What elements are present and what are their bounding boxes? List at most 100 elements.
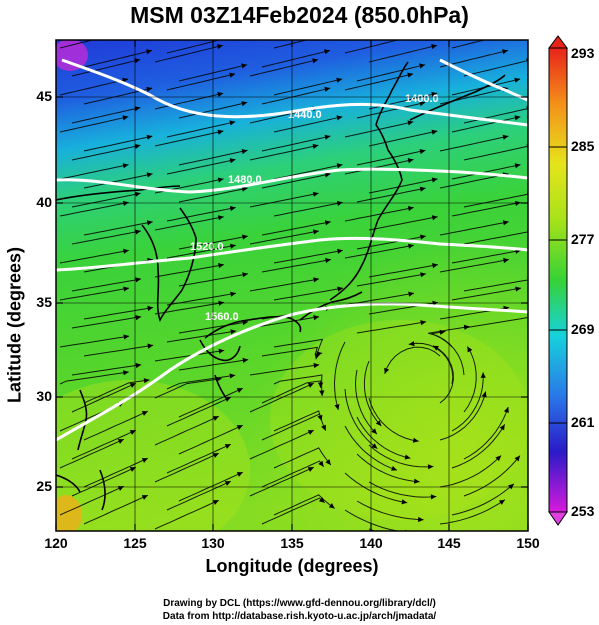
streamline [344, 244, 414, 259]
streamline [154, 92, 224, 110]
streamline-arrowhead [324, 49, 330, 55]
streamline-arrowhead [218, 348, 225, 354]
streamline-arrowhead [325, 257, 331, 264]
streamline-arrowhead [143, 378, 150, 384]
streamline [261, 346, 323, 357]
streamline [344, 472, 408, 504]
streamline [273, 338, 324, 360]
streamline-arrowhead [463, 324, 470, 330]
streamline-arrowhead [217, 91, 224, 97]
streamline-arrowhead [312, 58, 318, 64]
y-axis-label-wrap: Latitude (degrees) [3, 210, 27, 440]
colorbar-tick-label: 285 [571, 138, 595, 154]
streamline-arrowhead [212, 453, 219, 458]
streamline [166, 73, 236, 91]
streamline-arrowhead [141, 458, 148, 463]
streamline-arrowhead [337, 286, 343, 292]
streamline [439, 221, 509, 236]
streamline [83, 173, 153, 189]
streamline-arrowhead [307, 467, 314, 472]
streamline [59, 485, 125, 516]
contour-label-1520: 1520.0 [190, 241, 224, 253]
streamline-arrowhead [419, 186, 426, 192]
contour-label-1480: 1480.0 [228, 174, 262, 186]
streamline [273, 78, 343, 96]
streamline [154, 415, 220, 446]
streamline-arrowhead [123, 248, 129, 254]
streamline [368, 130, 438, 147]
streamline [178, 387, 244, 418]
streamline [71, 278, 142, 292]
x-tick-label: 135 [280, 535, 304, 551]
streamline-arrowhead [514, 115, 521, 121]
streamline [384, 346, 441, 374]
streamline-arrowhead [404, 454, 411, 460]
streamline-arrowhead [217, 129, 224, 135]
streamline-arrowhead [514, 163, 521, 169]
streamline [249, 278, 320, 292]
streamline-arrowhead [481, 391, 487, 398]
streamline-arrowhead [146, 134, 153, 140]
colorbar-top-arrow [548, 35, 568, 49]
streamline [166, 374, 236, 390]
streamline-arrowhead [122, 77, 129, 83]
streamline [432, 345, 454, 404]
streamline [249, 230, 319, 245]
streamline [356, 187, 426, 203]
x-tick-label: 120 [44, 535, 68, 551]
streamline-arrowhead [337, 248, 343, 254]
streamline [83, 379, 150, 404]
grid-lines [56, 40, 528, 531]
streamline-arrowhead [408, 341, 415, 347]
streamline-arrowhead [229, 158, 236, 164]
streamline-arrowhead [439, 329, 446, 335]
streamline-arrowhead [134, 143, 141, 149]
streamline-arrowhead [432, 263, 438, 269]
streamline-arrowhead [431, 44, 437, 50]
streamline-arrowhead [241, 149, 248, 155]
wind-arrowheads [117, 30, 528, 531]
streamline-arrowhead [514, 77, 521, 83]
y-tick-label: 40 [36, 194, 52, 210]
streamline [59, 201, 129, 217]
x-tick-label: 145 [437, 535, 461, 551]
streamline-arrowhead [146, 86, 153, 92]
streamline [439, 135, 509, 152]
streamline [463, 231, 528, 245]
streamline-arrowhead [312, 191, 319, 197]
streamline [356, 273, 426, 287]
streamline-arrowhead [499, 499, 505, 505]
streamline [463, 455, 521, 497]
streamline-arrowhead [408, 291, 414, 297]
streamline-arrowhead [242, 357, 249, 363]
coastlines [56, 61, 506, 511]
streamline [463, 60, 528, 77]
streamline [451, 249, 521, 264]
colorbar-tick-label: 269 [571, 321, 595, 337]
streamline-arrowhead [129, 467, 136, 472]
streamline-arrowhead [324, 86, 331, 92]
streamline-arrowhead [122, 30, 128, 35]
streamline [59, 287, 130, 301]
streamline [249, 192, 319, 208]
credit-data-source: Data from http://database.rish.kyoto-u.a… [162, 611, 437, 622]
streamline [356, 101, 426, 119]
streamline-arrowhead [318, 460, 324, 467]
streamline-arrowhead [307, 430, 314, 435]
streamline [178, 424, 244, 455]
streamline [356, 416, 411, 459]
streamline-arrowhead [419, 101, 426, 107]
x-tick-label: 150 [516, 535, 540, 551]
streamline [166, 330, 237, 343]
streamline-arrowhead [514, 455, 520, 462]
x-tick-label: 130 [201, 535, 225, 551]
streamline-arrowhead [147, 305, 154, 311]
streamline [154, 378, 222, 399]
streamline [273, 201, 343, 217]
streamline [59, 40, 95, 49]
streamline-arrowhead [431, 177, 438, 183]
streamline-arrowhead [328, 503, 335, 509]
y-tick-marks [56, 96, 528, 488]
streamline-arrowhead [514, 30, 520, 35]
streamline [344, 425, 398, 471]
